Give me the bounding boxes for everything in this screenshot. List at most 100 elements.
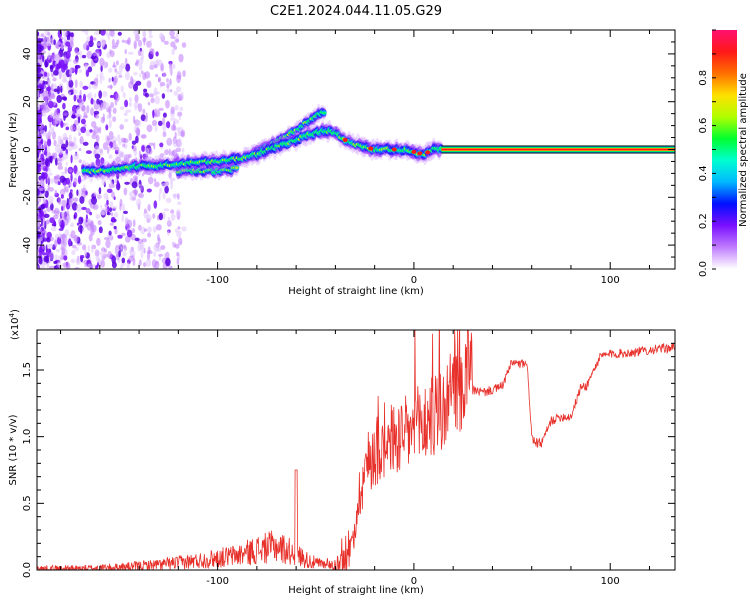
noise-speckle: [153, 200, 158, 209]
noise-speckle: [176, 86, 182, 93]
noise-speckle: [77, 124, 80, 134]
noise-speckle: [126, 262, 130, 269]
noise-speckle: [106, 212, 111, 216]
noise-speckle: [135, 61, 139, 66]
noise-speckle: [42, 198, 47, 205]
noise-speckle: [165, 197, 172, 204]
noise-speckle: [86, 218, 91, 222]
noise-speckle: [176, 209, 181, 217]
noise-speckle: [85, 69, 90, 77]
noise-speckle: [161, 93, 166, 99]
noise-speckle: [108, 230, 112, 236]
y-tick-label: 40: [22, 48, 33, 61]
noise-speckle: [57, 181, 61, 186]
noise-speckle: [70, 69, 73, 75]
noise-speckle: [87, 263, 93, 269]
noise-speckle: [106, 188, 113, 193]
noise-speckle: [106, 135, 110, 141]
noise-speckle: [73, 89, 78, 95]
noise-speckle: [43, 213, 50, 218]
noise-speckle: [95, 50, 101, 58]
noise-speckle: [101, 176, 106, 186]
snr-y-ticks: 0.0 0.5 1.0 1.5: [22, 329, 675, 578]
noise-speckle: [66, 122, 69, 126]
noise-speckle: [86, 223, 92, 231]
noise-speckle: [86, 105, 90, 114]
noise-speckle: [75, 257, 81, 266]
noise-speckle: [82, 141, 89, 146]
noise-speckle: [117, 234, 123, 239]
noise-speckle: [51, 83, 54, 92]
snr-scale-note: (x104): [8, 309, 21, 340]
noise-speckle: [121, 257, 126, 264]
noise-speckle: [70, 173, 73, 182]
noise-speckle: [73, 214, 76, 220]
noise-speckle: [74, 67, 78, 75]
noise-speckle: [93, 103, 99, 110]
noise-speckle: [94, 114, 100, 119]
noise-speckle: [53, 39, 56, 46]
noise-speckle: [174, 119, 180, 124]
noise-speckle: [93, 77, 99, 87]
noise-speckle: [149, 60, 156, 70]
noise-speckle: [46, 151, 50, 159]
noise-speckle: [175, 38, 180, 43]
noise-speckle: [100, 30, 106, 36]
noise-speckle: [148, 93, 155, 98]
noise-speckle: [53, 175, 59, 184]
noise-speckle: [111, 116, 115, 122]
y-tick-label: 0: [22, 146, 33, 152]
colorbar-tick-label: 0.4: [698, 165, 709, 181]
noise-speckle: [59, 59, 65, 69]
noise-speckle: [76, 51, 80, 56]
noise-speckle: [143, 228, 147, 232]
noise-speckle: [74, 246, 80, 251]
noise-speckle: [133, 83, 138, 92]
noise-speckle: [49, 200, 53, 205]
noise-speckle: [37, 67, 41, 74]
noise-speckle: [177, 111, 183, 117]
trace-blob: [321, 111, 327, 115]
noise-speckle: [182, 70, 186, 77]
noise-speckle: [154, 126, 158, 132]
noise-speckle: [47, 52, 51, 60]
noise-speckle: [60, 120, 64, 129]
noise-speckle: [82, 85, 89, 90]
noise-speckle: [178, 53, 184, 63]
noise-speckle: [53, 112, 59, 121]
noise-speckle: [142, 30, 146, 37]
noise-speckle: [62, 30, 68, 37]
noise-speckle: [44, 158, 49, 166]
noise-speckle: [85, 214, 88, 223]
noise-speckle: [132, 257, 136, 267]
noise-speckle: [89, 211, 92, 216]
noise-speckle: [125, 235, 131, 243]
spectrogram-heatmap: [37, 30, 675, 269]
noise-speckle: [58, 217, 63, 226]
spectrogram-panel: -100 0 100 -40 -20 0 20 40 Height of straight …: [8, 29, 676, 297]
noise-speckle: [37, 221, 41, 230]
noise-speckle: [144, 208, 147, 214]
noise-speckle: [168, 172, 172, 179]
noise-speckle: [76, 222, 80, 226]
noise-speckle: [117, 134, 121, 143]
noise-speckle: [66, 210, 70, 218]
noise-speckle: [118, 250, 121, 258]
noise-speckle: [57, 162, 63, 167]
noise-speckle: [95, 213, 101, 220]
noise-speckle: [162, 131, 167, 138]
noise-speckle: [81, 30, 86, 33]
noise-speckle: [39, 45, 44, 51]
noise-speckle: [79, 80, 83, 88]
noise-speckle: [39, 122, 44, 131]
noise-speckle: [146, 188, 152, 193]
noise-speckle: [153, 178, 157, 183]
noise-speckle: [134, 106, 137, 111]
noise-speckle: [158, 107, 164, 111]
noise-speckle: [68, 91, 71, 97]
hot-spot: [425, 150, 431, 155]
noise-speckle: [73, 119, 79, 126]
noise-speckle: [140, 134, 147, 139]
noise-speckle: [97, 258, 100, 264]
noise-speckle: [163, 208, 170, 212]
